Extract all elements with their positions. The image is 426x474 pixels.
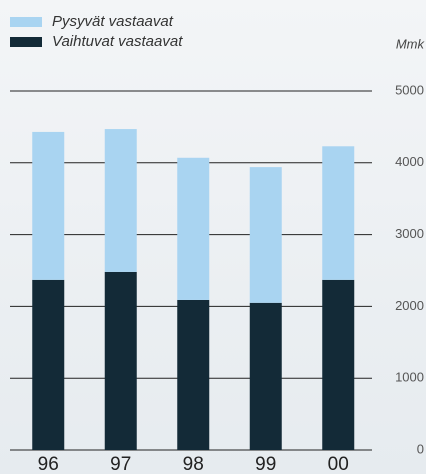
unit-label: Mmk xyxy=(396,36,426,51)
bar xyxy=(177,157,210,300)
y-tick-label: 1000 xyxy=(395,370,424,385)
bar xyxy=(322,146,355,280)
bar xyxy=(322,279,355,450)
y-tick-label: 5000 xyxy=(395,82,424,97)
legend-swatch xyxy=(10,17,42,27)
legend-label: Vaihtuvat vastaavat xyxy=(52,33,183,50)
bar xyxy=(177,299,210,450)
x-tick-label: 97 xyxy=(110,454,131,474)
bar xyxy=(32,279,65,450)
x-tick-label: 00 xyxy=(328,454,349,474)
y-tick-label: 0 xyxy=(417,441,424,456)
bar xyxy=(104,271,137,450)
bar xyxy=(249,167,282,303)
legend-swatch xyxy=(10,37,42,47)
x-tick-label: 98 xyxy=(183,454,204,474)
bar xyxy=(104,129,137,272)
y-tick-label: 3000 xyxy=(395,226,424,241)
x-tick-label: 99 xyxy=(255,454,276,474)
legend-label: Pysyvät vastaavat xyxy=(52,13,174,30)
y-tick-label: 4000 xyxy=(395,154,424,169)
bar xyxy=(32,131,65,280)
y-tick-label: 2000 xyxy=(395,298,424,313)
x-tick-label: 96 xyxy=(38,454,59,474)
bar xyxy=(249,302,282,450)
